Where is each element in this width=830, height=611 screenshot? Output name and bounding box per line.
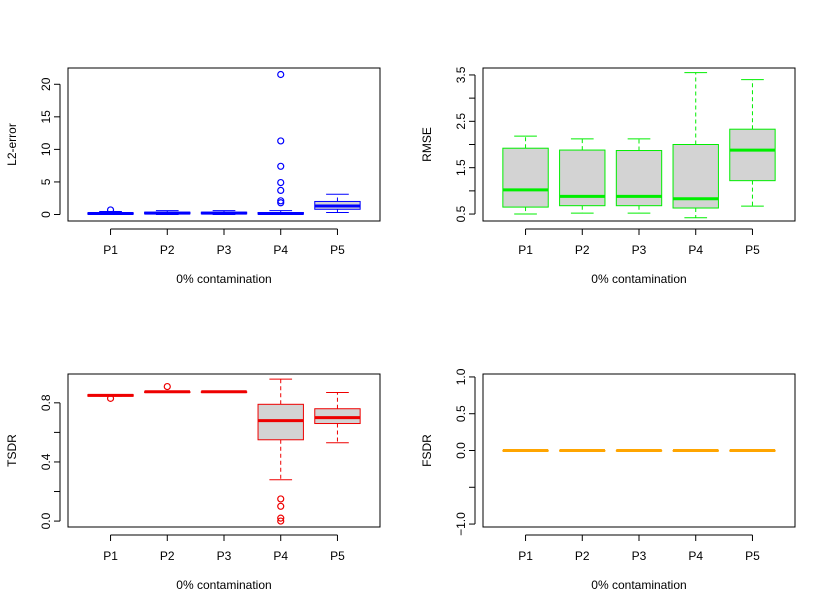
outlier-point [277,197,285,205]
outlier-point [277,495,285,503]
y-axis-title: RMSE [420,127,434,162]
y-tick-label: 20 [39,77,53,91]
y-tick-label: 0 [39,211,53,218]
box-p5 [314,193,361,214]
box-p3 [200,210,248,215]
x-tick-label: P2 [575,549,590,563]
box-body [502,147,549,208]
box-p3 [200,390,248,394]
box-p1 [87,206,134,216]
x-tick-label: P3 [217,549,232,563]
x-tick-label: P4 [273,243,288,257]
y-tick-label: 1.0 [454,368,468,385]
box-p4 [257,70,304,216]
x-tick-label: P2 [160,549,175,563]
y-tick-label: 3.5 [454,66,468,83]
outlier-point [163,382,171,391]
box-p4 [672,449,719,452]
x-tick-label: P5 [330,549,345,563]
outlier-point [277,517,285,525]
x-tick-label: P3 [217,243,232,257]
box-p1 [502,135,549,215]
x-tick-label: P4 [688,549,703,563]
y-tick-label: 0.5 [454,405,468,422]
plot-frame [67,67,381,222]
y-tick-label: 0.5 [454,205,468,222]
x-tick-label: P2 [575,243,590,257]
x-axis-title: 0% contamination [176,578,271,592]
box-p3 [615,138,663,214]
x-axis-title: 0% contamination [591,578,686,592]
box-p2 [559,449,606,452]
chart-panel-2: 0.5 1.5 2.5 3.5 P1 P2 P3 P4 P5 0% contamination RM… [420,66,796,286]
y-axis-title: L2-error [5,123,19,166]
outlier-point [106,206,115,214]
y-axis-title: TSDR [5,434,19,467]
x-tick-label: P5 [330,243,345,257]
x-tick-label: P5 [745,243,760,257]
x-tick-label: P1 [103,549,118,563]
x-tick-label: P1 [103,243,118,257]
box-p2 [144,382,191,394]
x-tick-label: P2 [160,243,175,257]
outlier-point [277,70,285,79]
y-tick-label: 0.0 [454,442,468,459]
outlier-point [277,178,285,187]
chart-panel-1: 0 5 10 15 20 P1 P2 P3 P4 P5 0% contamination L2-err… [5,67,381,286]
y-tick-label: 15 [39,110,53,124]
outlier-point [277,514,285,522]
outlier-point [277,162,285,170]
x-axis-title: 0% contamination [591,272,686,286]
outlier-point [277,186,285,194]
outlier-point [277,137,285,145]
box-p5 [729,79,776,207]
x-axis-title: 0% contamination [176,272,271,286]
x-tick-label: P1 [518,243,533,257]
plot-frame [67,373,381,528]
y-tick-label: −1.0 [454,512,468,536]
box-p2 [144,210,191,215]
y-tick-label: 0.4 [39,453,53,470]
y-tick-label: 5 [39,178,53,185]
x-tick-label: P1 [518,549,533,563]
box-p2 [559,138,606,214]
y-tick-label: 0.0 [39,512,53,529]
chart-panel-4: −1.0 0.0 0.5 1.0 P1 P2 P3 P4 P5 0% contamination F… [420,368,796,592]
box-p5 [729,449,776,452]
box-p4 [672,72,719,219]
x-tick-label: P5 [745,549,760,563]
box-body [729,128,776,182]
chart-panel-3: 0.0 0.4 0.8 P1 P2 P3 P4 P5 0% contamination TSDR [5,373,381,592]
box-p3 [615,449,663,452]
outlier-point [277,502,285,510]
box-p1 [502,449,549,452]
box-p5 [314,391,361,444]
y-axis-title: FSDR [420,434,434,467]
x-tick-label: P4 [688,243,703,257]
y-tick-label: 2.5 [454,113,468,130]
plot-frame [482,67,796,222]
outlier-point [106,394,115,402]
x-tick-label: P3 [632,243,647,257]
y-tick-label: 10 [39,142,53,156]
plot-frame [482,373,796,528]
x-tick-label: P4 [273,549,288,563]
x-tick-label: P3 [632,549,647,563]
y-tick-label: 0.8 [39,394,53,411]
y-tick-label: 1.5 [454,159,468,176]
box-p4 [257,378,304,525]
box-p1 [87,393,134,402]
